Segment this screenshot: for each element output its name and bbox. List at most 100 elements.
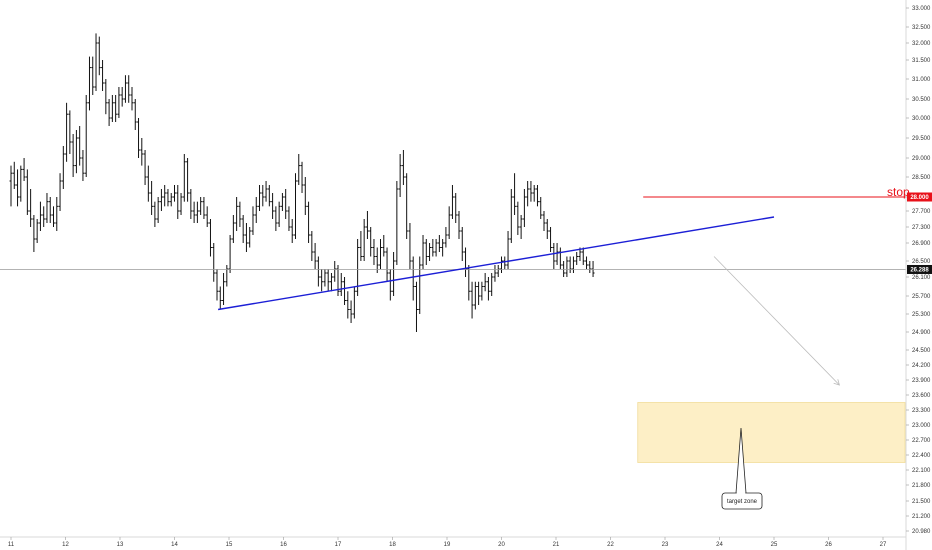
price-tick-label: 29.500	[912, 136, 931, 142]
time-tick-label: 18	[389, 542, 396, 548]
ohlc-bar	[110, 95, 114, 122]
price-tick-label: 24.500	[912, 348, 931, 354]
trendline[interactable]	[217, 216, 775, 311]
ohlc-bar	[127, 75, 131, 103]
ohlc-bar	[424, 239, 428, 265]
ohlc-bar	[297, 154, 301, 185]
ohlc-bar	[414, 281, 418, 332]
ohlc-bar	[480, 281, 484, 301]
price-axis[interactable]: 33.000 32.500 32.000 31.500 31.000 30.500 30.0…	[906, 6, 931, 535]
price-tick-label: 31.000	[912, 77, 931, 83]
ohlc-bar	[235, 197, 239, 231]
ohlc-bar	[401, 150, 405, 185]
price-tick-label: 28.500	[912, 175, 931, 181]
ohlc-bar	[130, 87, 134, 111]
ohlc-bar	[192, 201, 196, 223]
ohlc-bar	[395, 181, 399, 265]
ohlc-bar	[87, 56, 91, 111]
ohlc-bar	[464, 247, 468, 277]
ohlc-bar	[143, 150, 147, 185]
ohlc-bar	[137, 118, 141, 158]
ohlc-bar	[310, 231, 314, 261]
candlestick-series	[9, 33, 595, 332]
ohlc-bar	[284, 189, 288, 219]
price-tick-label: 23.300	[912, 408, 931, 414]
target-zone	[637, 402, 906, 463]
ohlc-bar	[428, 243, 432, 261]
ohlc-bar	[450, 185, 454, 219]
time-tick-label: 25	[771, 542, 778, 548]
ohlc-bar	[146, 165, 150, 202]
target-zone-box	[637, 402, 906, 463]
ohlc-bar	[343, 277, 347, 305]
ohlc-bar	[565, 256, 569, 277]
ohlc-bar	[526, 181, 530, 207]
ohlc-bar	[287, 206, 291, 231]
time-axis[interactable]: 11 12 13 14 15 16 17 18 19 20 21 22 23 24 25 26 27	[8, 537, 887, 548]
ohlc-bar	[408, 223, 412, 269]
ohlc-bar	[392, 252, 396, 296]
ohlc-bar	[9, 165, 13, 207]
price-tick-label: 27.700	[912, 209, 931, 215]
ohlc-bar	[349, 300, 353, 323]
ohlc-bar	[25, 169, 29, 215]
price-tick-label: 23.900	[912, 378, 931, 384]
ohlc-bar	[140, 138, 144, 166]
ohlc-bar	[254, 197, 258, 223]
price-tick-label: 24.200	[912, 363, 931, 369]
ohlc-bar	[68, 110, 72, 154]
ohlc-bar	[65, 102, 69, 162]
annotation-lines	[0, 196, 906, 386]
ohlc-bar	[71, 134, 75, 177]
stop-price-tag-label: 28.000	[910, 195, 929, 201]
ohlc-bar	[503, 256, 507, 269]
current-price-tag	[907, 264, 932, 274]
ohlc-bar	[457, 211, 461, 239]
ohlc-bar	[339, 273, 343, 296]
ohlc-bar	[447, 206, 451, 239]
ohlc-bar	[104, 79, 108, 115]
ohlc-bar	[300, 161, 304, 193]
ohlc-bar	[571, 256, 575, 273]
ohlc-bar	[91, 56, 95, 95]
ohlc-bar	[529, 181, 533, 202]
time-tick-label: 15	[226, 542, 233, 548]
ohlc-bar	[222, 273, 226, 305]
ohlc-bar	[267, 185, 271, 207]
ohlc-bar	[385, 247, 389, 282]
price-tick-label: 21.500	[912, 499, 931, 505]
price-tick-label: 31.500	[912, 58, 931, 64]
price-tick-label: 25.700	[912, 294, 931, 300]
ohlc-bar	[434, 239, 438, 257]
price-tick-label: 30.500	[912, 97, 931, 103]
time-tick-label: 13	[117, 542, 124, 548]
ohlc-bar	[29, 189, 33, 227]
ohlc-bar	[208, 219, 212, 257]
price-tick-label: 21.800	[912, 483, 931, 489]
time-tick-label: 21	[553, 542, 560, 548]
ohlc-bar	[231, 215, 235, 243]
ohlc-bar	[437, 235, 441, 252]
ohlc-bar	[271, 193, 275, 219]
price-tick-label: 32.500	[912, 25, 931, 31]
ohlc-bar	[303, 177, 307, 215]
ohlc-bar	[509, 189, 513, 243]
ohlc-bar	[173, 185, 176, 202]
ohlc-bar	[441, 239, 445, 257]
ohlc-bar	[277, 201, 281, 227]
ohlc-bar	[581, 247, 585, 265]
ohlc-bar	[522, 189, 526, 227]
ohlc-bar	[251, 206, 255, 235]
ohlc-bar	[244, 223, 248, 252]
ohlc-bar	[329, 273, 333, 292]
ohlc-bar	[32, 215, 36, 252]
ohlc-bar	[248, 227, 252, 248]
price-tick-label: 25.300	[912, 312, 931, 318]
ohlc-bar	[258, 185, 262, 211]
ohlc-bar	[431, 239, 435, 257]
time-tick-label: 17	[335, 542, 342, 548]
ohlc-bar	[261, 185, 265, 207]
ohlc-bar	[35, 219, 39, 243]
ohlc-bar	[42, 206, 46, 227]
